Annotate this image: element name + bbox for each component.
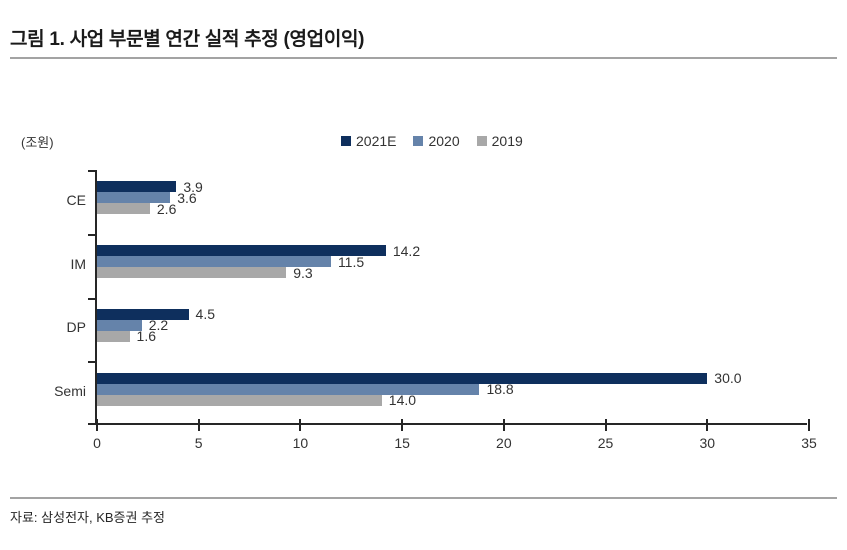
bar-IM-2019 [97, 267, 287, 279]
bar-CE-2020 [97, 192, 171, 204]
bar-DP-2020 [97, 319, 142, 331]
source-note: 자료: 삼성전자, KB증권 추정 [10, 510, 166, 525]
x-axis-tick-label-35: 35 [801, 435, 817, 451]
bar-DP-2021E [97, 308, 189, 320]
value-label-DP-2020: 2.2 [148, 317, 169, 334]
x-axis-tick-30 [706, 419, 709, 431]
x-axis-tick-35 [808, 419, 810, 431]
legend-item-2019: 2019 [476, 133, 523, 149]
x-axis-tick-0 [96, 419, 98, 431]
x-axis-tick-label-20: 20 [496, 435, 512, 451]
legend-swatch-2021E [341, 136, 351, 146]
bar-Semi-2020 [97, 383, 480, 395]
source-divider [10, 497, 837, 499]
x-axis-tick-label-10: 10 [292, 435, 309, 451]
x-axis-tick-label-0: 0 [93, 435, 101, 451]
x-axis-tick-5 [197, 419, 200, 431]
value-label-CE-2021E: 3.9 [183, 178, 203, 195]
y-axis-tick [88, 170, 95, 172]
plot-area: 3.9 3.6 2.6 CE 14.2 11.5 9.3 IM 4.5 2.2 1.6 DP 30.0 1… [54, 170, 817, 451]
figure-title: 그림 1. 사업 부문별 연간 실적 추정 (영업이익) [10, 29, 365, 50]
x-axis-tick-15 [401, 419, 404, 431]
value-label-IM-2020: 11.5 [337, 253, 365, 270]
value-label-CE-2020: 3.6 [177, 189, 197, 206]
value-label-DP-2021E: 4.5 [195, 306, 215, 323]
value-label-Semi-2020: 18.8 [486, 381, 514, 398]
bar-CE-2021E [97, 181, 177, 193]
bar-IM-2021E [97, 245, 386, 257]
x-axis-tick-10 [299, 419, 302, 431]
value-label-IM-2019: 9.3 [293, 264, 313, 281]
value-label-Semi-2019: 14.0 [388, 392, 417, 409]
x-axis-tick-20 [502, 419, 505, 431]
title-divider [10, 57, 837, 59]
category-label-Semi: Semi [54, 383, 86, 400]
y-axis-tick [88, 297, 95, 300]
legend-swatch-2020 [413, 136, 424, 146]
bar-DP-2019 [97, 330, 130, 342]
x-axis-tick-label-15: 15 [394, 435, 410, 451]
bar-IM-2020 [97, 256, 331, 268]
legend-item-2020: 2020 [413, 133, 460, 149]
y-axis-tick [88, 233, 95, 236]
x-axis-tick-label-30: 30 [699, 435, 716, 451]
category-label-DP: DP [66, 319, 86, 336]
value-label-IM-2021E: 14.2 [392, 242, 421, 259]
legend-swatch-2019 [476, 136, 487, 146]
y-axis-tick [88, 361, 95, 364]
chart-legend: 2021E 2020 2019 [341, 133, 523, 149]
bar-CE-2019 [97, 203, 150, 215]
legend-label-2021E: 2021E [356, 133, 397, 149]
legend-label-2019: 2019 [491, 133, 523, 149]
y-axis-tick [88, 423, 95, 425]
value-label-DP-2019: 1.6 [136, 328, 157, 345]
x-axis-tick-25 [604, 419, 607, 431]
bar-Semi-2019 [97, 394, 382, 406]
axis-unit-label: (조원) [21, 135, 54, 150]
legend-label-2020: 2020 [428, 133, 460, 149]
value-label-CE-2019: 2.6 [156, 200, 177, 217]
x-axis-tick-label-25: 25 [597, 435, 614, 451]
legend-item-2021E: 2021E [341, 133, 396, 149]
category-label-IM: IM [70, 255, 86, 272]
x-axis-tick-label-5: 5 [194, 435, 203, 451]
value-label-Semi-2021E: 30.0 [714, 370, 742, 387]
bar-Semi-2021E [97, 372, 708, 384]
category-label-CE: CE [66, 191, 86, 208]
